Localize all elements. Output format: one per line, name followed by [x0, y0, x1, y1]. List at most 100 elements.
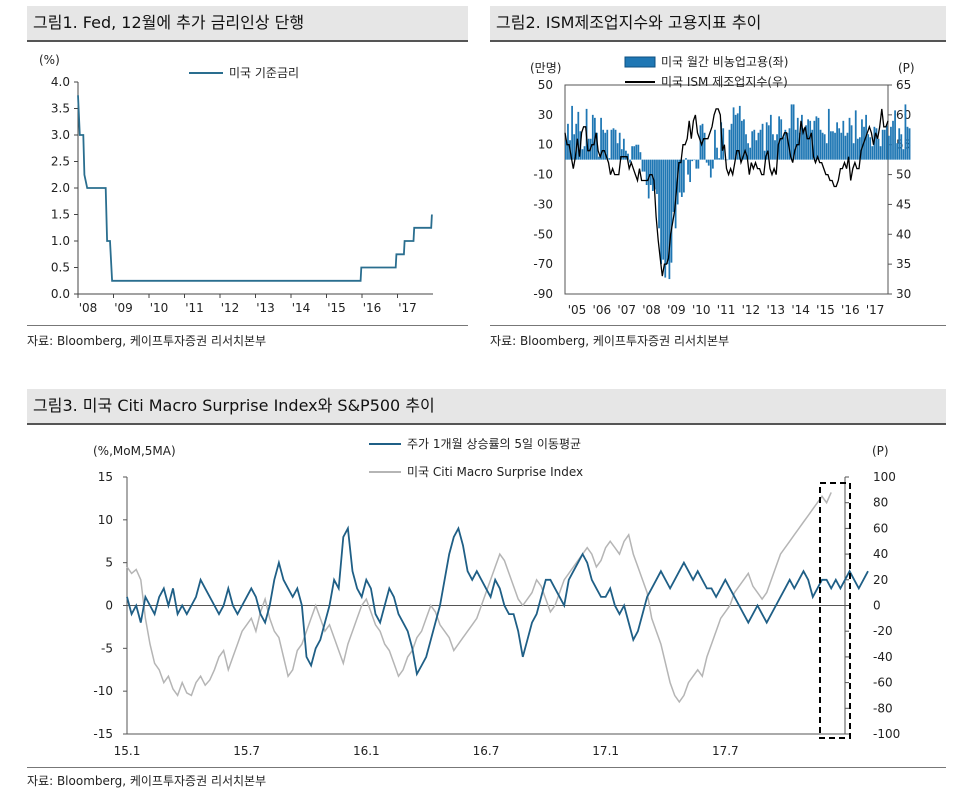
fig2-bar — [649, 159, 652, 186]
fig2-bar — [689, 159, 691, 183]
fig2-x-tick-label: '11 — [717, 303, 736, 317]
fig2-bar — [598, 156, 600, 160]
fig2-chart: (만명) (P)503010-10-30-50-70-90656055504540… — [530, 55, 915, 317]
fig3-y-right-tick-label: -20 — [873, 624, 893, 638]
fig1-series-line — [77, 95, 433, 282]
fig2-bar — [908, 128, 911, 160]
fig2-y-left-tick-label: 10 — [538, 138, 553, 152]
fig3-y-right-tick-label: 0 — [873, 599, 881, 613]
fig2-bar — [747, 143, 749, 160]
fig1-source-rule — [27, 325, 468, 326]
fig2-bar — [801, 114, 803, 160]
fig2-bar — [716, 147, 718, 160]
fig2-bar — [900, 134, 903, 160]
fig1-x-tick-label: '10 — [150, 301, 169, 315]
fig2-y-left-tick-label: -50 — [533, 227, 553, 241]
fig2-bar — [660, 159, 662, 265]
fig2-bar — [836, 122, 838, 160]
fig2-bar — [627, 153, 629, 160]
fig2-bar — [755, 140, 758, 160]
fig2-y-right-tick-label: 60 — [896, 108, 911, 122]
fig2-bar — [832, 131, 834, 160]
fig2-x-tick-label: '12 — [742, 303, 761, 317]
fig2-bar — [892, 120, 894, 160]
fig2-bar — [736, 113, 739, 160]
fig1-x-tick-label: '09 — [114, 301, 133, 315]
fig3-ylabel-left: (%,MoM,5MA) — [93, 444, 176, 458]
fig1-x-tick-label: '15 — [327, 301, 346, 315]
fig3-citi-line — [126, 492, 832, 704]
fig2-bar — [633, 146, 636, 160]
fig2-y-left-tick-label: -30 — [533, 197, 553, 211]
fig3-y-left-tick-label: 0 — [105, 599, 113, 613]
fig2-bar — [817, 117, 820, 160]
fig3-x-tick-label: 16.1 — [353, 744, 380, 758]
fig3-x-tick-label: 15.1 — [114, 744, 141, 758]
fig2-bar — [571, 105, 573, 160]
fig2-bar — [807, 119, 810, 160]
fig2-x-tick-label: '08 — [642, 303, 661, 317]
fig2-bar — [751, 131, 754, 160]
fig3-highlight-box — [819, 482, 851, 739]
fig1-y-tick-label: 3.0 — [51, 128, 70, 142]
fig2-bar — [726, 159, 729, 161]
fig2-legend-bar-label: 미국 월간 비농업고용(좌) — [661, 55, 788, 69]
fig2-y-right-tick-label: 30 — [896, 287, 911, 301]
fig2-bar — [577, 111, 580, 160]
fig2-bar — [902, 149, 905, 160]
fig3-y-left-tick-label: -10 — [93, 684, 113, 698]
fig2-bar — [852, 143, 855, 160]
fig2-bar — [844, 135, 847, 160]
fig2-bar — [753, 129, 756, 160]
fig2-ylabel-left: (만명) — [530, 61, 561, 75]
fig2-bar — [879, 146, 882, 160]
fig1-y-tick-label: 2.5 — [51, 155, 70, 169]
fig2-bar — [778, 116, 781, 160]
fig2-bar — [581, 149, 584, 160]
fig1-y-tick-label: 2.0 — [51, 181, 70, 195]
fig2-bar — [805, 125, 807, 160]
fig2-bar — [759, 129, 762, 160]
fig2-x-tick-label: '16 — [841, 303, 860, 317]
fig2-x-tick-label: '17 — [866, 303, 885, 317]
fig2-bar — [790, 104, 793, 160]
fig2-source: 자료: Bloomberg, 케이프투자증권 리서치본부 — [490, 334, 730, 348]
fig2-y-left-tick-label: -10 — [533, 168, 553, 182]
fig2-bar — [695, 159, 698, 169]
fig2-x-tick-label: '05 — [568, 303, 587, 317]
fig2-legend-bar-swatch — [624, 56, 656, 68]
fig2-bar — [631, 146, 634, 160]
fig2-bar — [691, 159, 694, 162]
fig2-bar — [883, 129, 886, 160]
fig2-bar — [654, 159, 656, 190]
fig2-bar — [610, 129, 613, 160]
fig2-bar — [788, 128, 791, 160]
fig2-plot-frame — [564, 84, 889, 295]
fig1-ylabel: (%) — [39, 53, 60, 67]
fig2-bar — [859, 137, 861, 160]
fig2-bar — [573, 134, 576, 160]
fig2-bar — [637, 144, 640, 160]
fig1-title-rule — [27, 40, 468, 42]
fig2-title: 그림2. ISM제조업지수와 고용지표 추이 — [490, 6, 946, 40]
fig2-bar — [850, 125, 853, 160]
fig1-x-tick-label: '16 — [363, 301, 382, 315]
fig2-bar — [718, 158, 720, 160]
fig2-bar — [662, 159, 665, 260]
fig3-x-tick-label: 15.7 — [233, 744, 260, 758]
fig2-x-tick-label: '10 — [692, 303, 711, 317]
fig2-bar — [745, 134, 747, 160]
fig2-bar — [842, 120, 845, 160]
fig2-bar — [825, 143, 828, 160]
fig2-bar — [904, 104, 907, 160]
fig3-x-tick-label: 16.7 — [473, 744, 500, 758]
fig2-bar — [635, 144, 638, 160]
fig1-y-tick-label: 1.5 — [51, 208, 70, 222]
fig2-bar — [683, 159, 685, 193]
fig2-bar — [629, 159, 631, 163]
fig2-bar — [869, 137, 872, 160]
fig2-bar — [757, 132, 760, 160]
fig2-bar — [823, 134, 826, 160]
fig3-y-right-tick-label: 80 — [873, 496, 888, 510]
fig1-y-tick-label: 0.0 — [51, 287, 70, 301]
